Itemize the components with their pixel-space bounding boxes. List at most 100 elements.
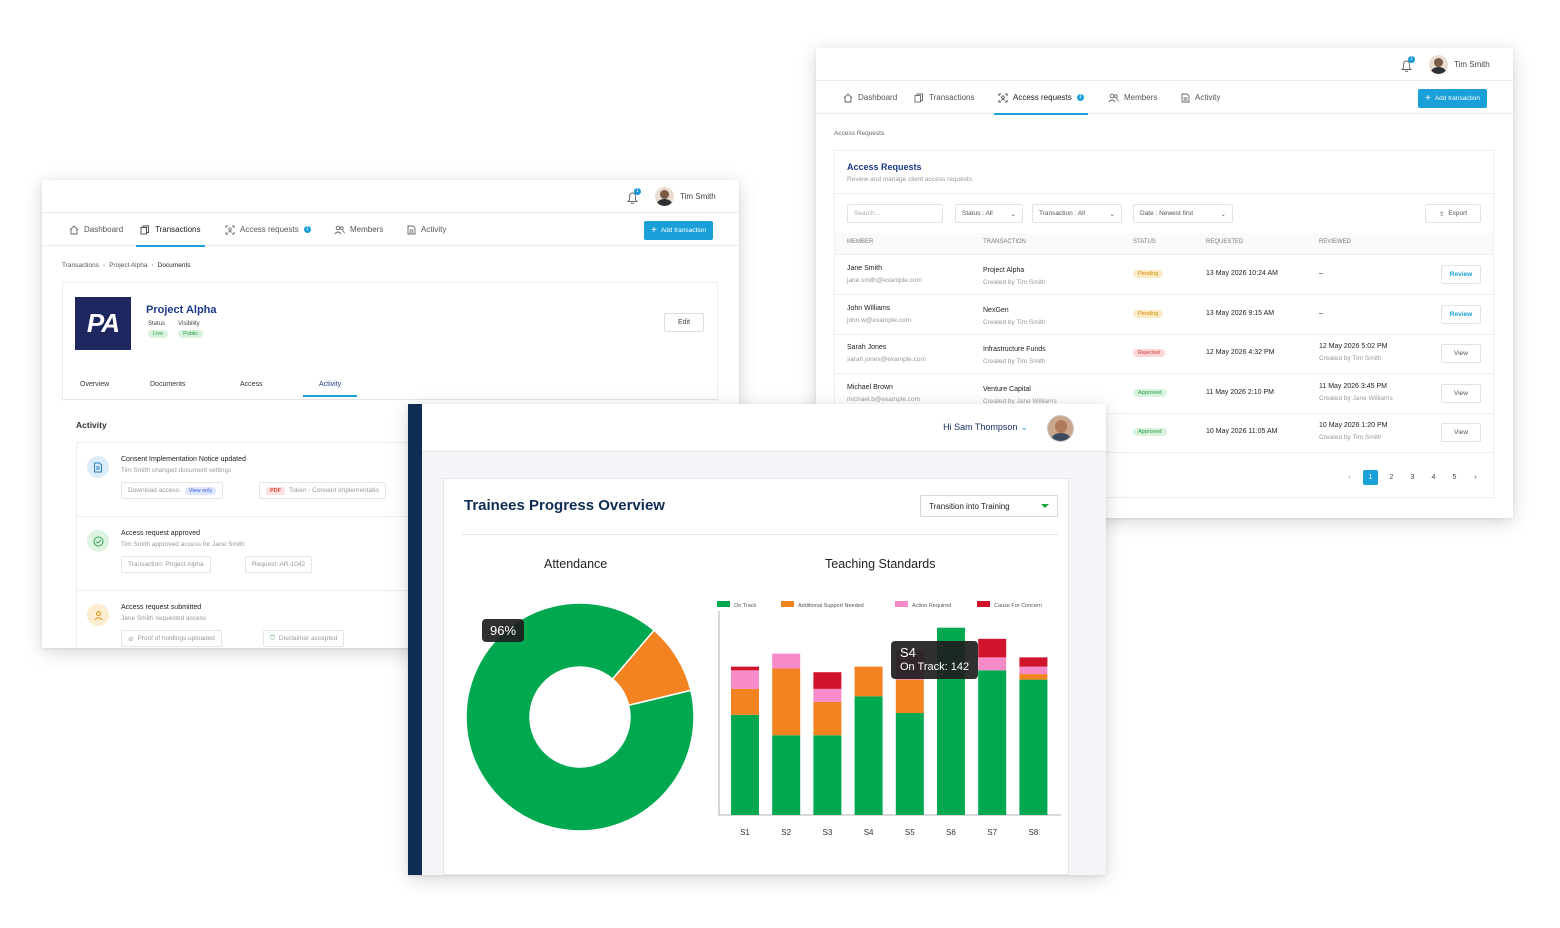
user-greeting[interactable]: Hi Sam Thompson ⌄ <box>943 422 1028 433</box>
export-button[interactable]: ⇧ Export <box>1425 204 1481 223</box>
nav-members-label: Members <box>350 225 384 234</box>
page-2[interactable]: 2 <box>1389 474 1394 481</box>
row-action-button[interactable]: Review <box>1441 304 1481 324</box>
bar-s2-action-required[interactable] <box>772 653 801 669</box>
notification-bell-icon[interactable]: 1 <box>1400 56 1415 73</box>
nav-members[interactable]: Members <box>334 213 383 246</box>
nav-members[interactable]: Members <box>1108 81 1157 114</box>
bar-s4-on-track[interactable] <box>854 696 883 815</box>
bar-s8-additional-support-needed[interactable] <box>1019 674 1048 680</box>
bar-s7-action-required[interactable] <box>978 657 1007 671</box>
user-menu[interactable]: Tim Smith <box>1429 55 1490 74</box>
bar-s4-additional-support-needed[interactable] <box>854 666 883 697</box>
page-5[interactable]: 5 <box>1452 474 1457 481</box>
row-action-button[interactable]: View <box>1441 344 1481 363</box>
nav-transactions[interactable]: Transactions <box>914 81 975 114</box>
nav-activity[interactable]: Activity <box>1181 81 1220 114</box>
user-menu[interactable]: Tim Smith <box>655 187 716 206</box>
transaction-filter[interactable]: Transaction : All ⌄ <box>1032 204 1122 223</box>
bar-s1-action-required[interactable] <box>731 670 759 689</box>
bar-s7-cause-for-concern[interactable] <box>978 638 1007 658</box>
check-circle-icon <box>87 530 109 552</box>
stage-select[interactable]: Transition into Training <box>920 495 1058 517</box>
page-4[interactable]: 4 <box>1431 474 1436 481</box>
nav-members-label: Members <box>1124 93 1158 102</box>
bar-s1-cause-for-concern[interactable] <box>731 666 759 671</box>
visibility-label: Visibility <box>178 321 200 327</box>
divider <box>462 534 1058 535</box>
tab-access[interactable]: Access <box>240 381 263 388</box>
prev-page-button[interactable]: ‹ <box>1348 474 1351 481</box>
scan-user-icon <box>225 225 235 234</box>
next-page-button[interactable]: › <box>1474 474 1477 481</box>
bar-s8-on-track[interactable] <box>1019 679 1048 815</box>
x-tick-label: S3 <box>823 828 833 837</box>
tab-overview[interactable]: Overview <box>80 381 110 388</box>
member-email: sarah.jones@example.com <box>847 356 926 363</box>
breadcrumb-transactions[interactable]: Transactions <box>62 262 99 269</box>
chart-axis <box>718 611 1061 816</box>
bar-s5-on-track[interactable] <box>895 713 924 815</box>
nav-dashboard[interactable]: Dashboard <box>69 213 123 246</box>
bar-s3-cause-for-concern[interactable] <box>813 672 842 689</box>
bar-s3-action-required[interactable] <box>813 688 842 702</box>
bar-s5-additional-support-needed[interactable] <box>895 679 924 713</box>
page-1[interactable]: 1 <box>1363 470 1378 485</box>
bar-s3-on-track[interactable] <box>813 735 842 815</box>
avatar[interactable] <box>1047 415 1074 442</box>
reviewed-date: 11 May 2026 3:45 PM <box>1319 382 1387 390</box>
bar-s8-action-required[interactable] <box>1019 666 1048 675</box>
add-transaction-button[interactable]: + Add transaction <box>1418 89 1488 108</box>
page-3[interactable]: 3 <box>1410 474 1415 481</box>
nav-access-requests[interactable]: Access requests 1 <box>225 213 311 246</box>
chevron-down-icon: ⌄ <box>1020 422 1028 432</box>
donut-slice-attended[interactable] <box>465 602 695 832</box>
bar-s1-additional-support-needed[interactable] <box>731 688 759 715</box>
nav-dashboard-label: Dashboard <box>84 225 124 234</box>
bar-s1-on-track[interactable] <box>731 714 759 815</box>
row-action-button[interactable]: Review <box>1441 265 1481 284</box>
project-logo: PA <box>75 297 131 350</box>
attendance-tooltip: 96% <box>482 619 525 642</box>
tab-activity[interactable]: Activity <box>302 381 358 397</box>
add-transaction-button[interactable]: + Add transaction <box>644 221 714 240</box>
bar-tooltip-body: On Track: 142 <box>900 661 970 673</box>
member-name: Jane Smith <box>847 265 883 272</box>
card-subtitle: Review and manage client access requests… <box>847 176 974 183</box>
nav-activity[interactable]: Activity <box>407 213 446 246</box>
bar-s7-on-track[interactable] <box>978 670 1007 815</box>
access-requests-window: 1 Tim Smith Dashboard Transactions Acces… <box>816 48 1513 518</box>
download-access-chip: Download access: View only <box>121 482 224 499</box>
bar-s2-additional-support-needed[interactable] <box>772 668 801 736</box>
bar-s8-cause-for-concern[interactable] <box>1019 657 1048 667</box>
edit-button[interactable]: Edit <box>664 313 704 332</box>
top-bar: 1 Tim Smith <box>42 180 739 213</box>
status-badge: Approved <box>1133 428 1167 436</box>
bar-s3-additional-support-needed[interactable] <box>813 701 842 736</box>
date-filter[interactable]: Date : Newest first ⌄ <box>1133 204 1233 223</box>
breadcrumb-project[interactable]: Project Alpha <box>109 262 148 269</box>
status-filter-label: Status : All <box>962 210 993 217</box>
document-chip[interactable]: PDF Token - Consent Implementatio <box>259 482 386 499</box>
legend-swatch <box>717 601 730 607</box>
notification-bell-icon[interactable]: 1 <box>626 188 641 205</box>
greeting-user: Sam Thompson <box>954 422 1018 432</box>
x-tick-label: S6 <box>946 828 956 837</box>
teaching-standards-chart: On Track Additional Support Needed Action … <box>717 601 1061 837</box>
nav-access-requests[interactable]: Access requests 1 <box>994 81 1088 115</box>
nav-activity-label: Activity <box>1195 93 1221 102</box>
row-action-button[interactable]: View <box>1441 383 1481 403</box>
status-filter[interactable]: Status : All ⌄ <box>955 204 1023 223</box>
nav-transactions[interactable]: Transactions <box>136 213 204 247</box>
project-meta: Status Live Visibility Public <box>148 321 204 338</box>
proof-chip: ⊘ Proof of holdings uploaded <box>121 630 222 647</box>
nav-dashboard[interactable]: Dashboard <box>843 81 897 114</box>
document-icon <box>407 225 416 234</box>
row-action-button[interactable]: View <box>1441 423 1481 442</box>
search-input[interactable]: Search... <box>847 204 943 223</box>
x-tick-label: S5 <box>905 828 915 837</box>
document-name: Token - Consent Implementatio <box>289 487 379 494</box>
bar-s2-on-track[interactable] <box>772 735 801 815</box>
tab-documents[interactable]: Documents <box>150 381 186 388</box>
export-label: Export <box>1448 210 1468 217</box>
